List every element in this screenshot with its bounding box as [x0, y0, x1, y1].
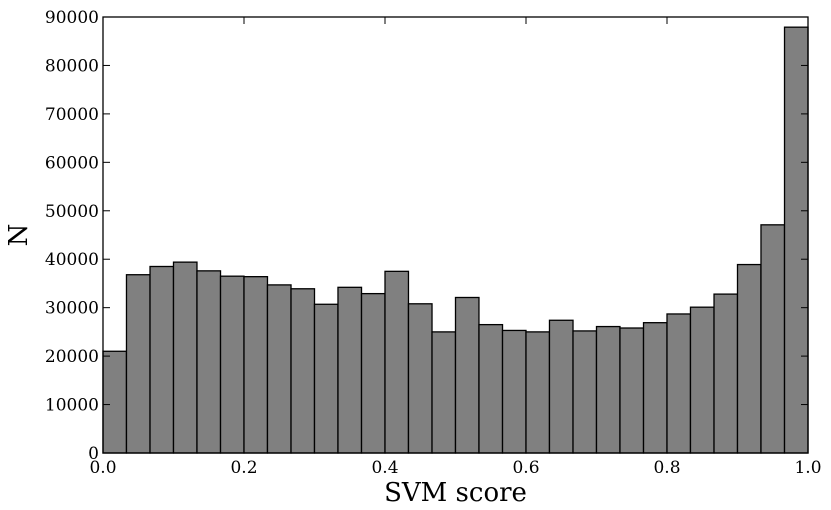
y-tick-label: 40000	[45, 250, 99, 270]
histogram-bar	[478, 323, 504, 454]
x-tick-label: 0.4	[371, 458, 398, 478]
x-tick-label: 0.8	[653, 458, 680, 478]
y-tick-label: 20000	[45, 347, 99, 367]
histogram-bar	[595, 325, 621, 454]
histogram-bar	[125, 274, 151, 454]
plot-frame	[102, 16, 809, 454]
histogram-bar	[149, 265, 175, 454]
y-axis-label: N	[4, 224, 34, 247]
histogram-bar	[337, 286, 363, 454]
histogram-bar	[290, 288, 316, 454]
histogram-bar	[407, 303, 433, 454]
histogram-bar	[431, 331, 457, 454]
y-tick-label: 10000	[45, 396, 99, 416]
bars-group	[102, 26, 809, 454]
histogram-bar	[360, 292, 386, 454]
y-tick-label: 30000	[45, 299, 99, 319]
x-tick-label: 0.6	[512, 458, 539, 478]
y-tick-label: 80000	[45, 56, 99, 76]
histogram-bar	[642, 322, 668, 454]
x-tick-label: 0.2	[230, 458, 257, 478]
histogram-bar	[219, 275, 245, 454]
ticks-group: 0.0 0.2 0.4 0.6 0.8 1.0 0 10000 20000 30000 40000 5…	[45, 8, 822, 478]
histogram-bar	[384, 270, 410, 454]
histogram-bar	[501, 329, 527, 454]
histogram-bar	[243, 276, 269, 454]
y-tick-label: 90000	[45, 8, 99, 28]
histogram-bar	[666, 313, 692, 454]
histogram-bar	[548, 319, 574, 454]
histogram-bar	[313, 303, 339, 454]
x-axis-label: SVM score	[384, 478, 527, 508]
histogram-bar	[783, 26, 809, 454]
histogram-bar	[760, 224, 786, 454]
x-tick-label: 0.0	[89, 458, 116, 478]
histogram-bar	[619, 327, 645, 454]
y-tick-label: 50000	[45, 202, 99, 222]
y-tick-label: 60000	[45, 153, 99, 173]
histogram-bar	[454, 296, 480, 454]
histogram-bar	[572, 330, 598, 454]
histogram-bar	[172, 261, 198, 454]
histogram-bar	[713, 293, 739, 454]
y-tick-label: 70000	[45, 105, 99, 125]
histogram-bar	[196, 270, 222, 454]
y-tick-label: 0	[88, 444, 99, 464]
x-tick-label: 1.0	[794, 458, 821, 478]
histogram-bar	[102, 350, 128, 454]
histogram-bar	[266, 284, 292, 454]
histogram-bar	[736, 263, 762, 454]
histogram-bar	[525, 331, 551, 454]
histogram-bar	[689, 306, 715, 454]
